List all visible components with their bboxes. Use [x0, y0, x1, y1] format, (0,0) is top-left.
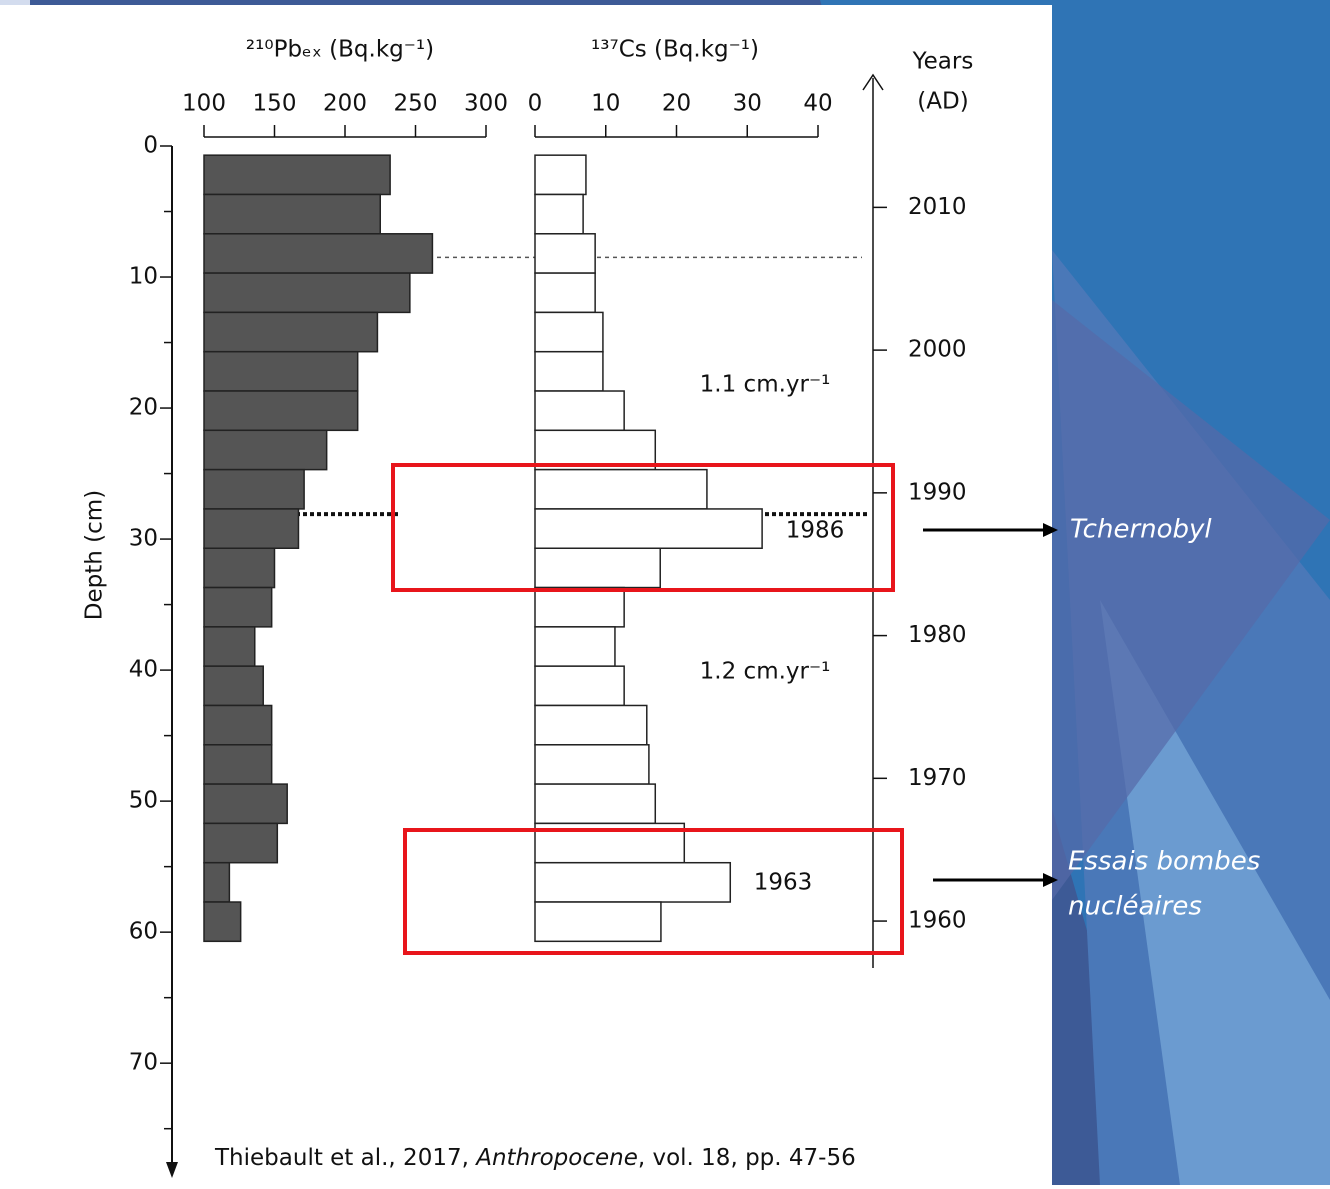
bar — [534, 861, 732, 903]
bar — [203, 861, 231, 903]
bar — [203, 744, 273, 785]
y2-tick-label: 1970 — [908, 765, 967, 791]
bar — [203, 468, 305, 510]
x-tick-label: 200 — [323, 91, 367, 117]
x-tick-label: 100 — [182, 91, 226, 117]
callout: Tchernobyl — [1070, 515, 1212, 545]
x-tick-label: 10 — [591, 91, 620, 117]
bar — [534, 154, 587, 196]
y2-tick-label: 1980 — [908, 622, 967, 648]
bar — [534, 468, 708, 510]
bar — [203, 586, 273, 628]
x-tick-label: 20 — [662, 91, 691, 117]
bar — [534, 272, 596, 314]
citation-part: Anthropocene — [474, 1145, 638, 1171]
bar — [203, 233, 434, 274]
highlights — [391, 463, 904, 955]
x-tick-label: 250 — [394, 91, 438, 117]
x-tick-label: 150 — [253, 91, 297, 117]
bar — [203, 783, 288, 825]
bar — [203, 901, 242, 943]
bar — [534, 704, 648, 746]
annotation: 1986 — [786, 518, 845, 544]
y-tick-label: 70 — [129, 1050, 158, 1076]
y2-axis-label: Years — [912, 49, 974, 75]
bar — [203, 429, 328, 471]
bar — [534, 311, 604, 353]
bar — [534, 626, 616, 667]
y2-tick-label: 2000 — [908, 337, 967, 363]
bar — [534, 586, 625, 628]
callout: nucléaires — [1068, 892, 1202, 922]
axis-arrow — [166, 1162, 178, 1178]
bar — [203, 665, 264, 707]
y-tick-label: 20 — [129, 395, 158, 421]
y2-tick-label: 1990 — [908, 479, 967, 505]
axis-arrow — [862, 73, 884, 91]
chart-panel — [0, 5, 1052, 1185]
bar — [534, 350, 604, 392]
annotation: 1.1 cm.yr⁻¹ — [700, 372, 831, 398]
arrow-head — [1043, 523, 1058, 537]
y2-tick-label: 1960 — [908, 908, 967, 934]
x-tick-label: 30 — [733, 91, 762, 117]
annotation: 1963 — [754, 870, 813, 896]
bar — [534, 744, 650, 785]
bar — [203, 272, 411, 314]
x-tick-label: 40 — [803, 91, 832, 117]
citation-part: , vol. 18, pp. 47-56 — [638, 1145, 856, 1171]
y2-axis-label: (AD) — [917, 89, 968, 115]
bar — [203, 508, 300, 549]
bar — [534, 547, 661, 589]
background-shape — [1052, 300, 1330, 900]
bar — [534, 390, 625, 432]
bar — [534, 783, 657, 825]
y-tick-label: 60 — [129, 919, 158, 945]
y-tick-label: 0 — [143, 133, 158, 159]
arrow-head — [1043, 873, 1058, 887]
bar — [534, 508, 763, 549]
bar — [203, 704, 273, 746]
y-axis-label: Depth (cm) — [82, 490, 108, 620]
chart: 0 10 20 30 40 50 60 70 Depth (cm) ²¹⁰Pbₑₓ (Bq.kg⁻… — [82, 37, 974, 1178]
y-tick-label: 50 — [129, 788, 158, 814]
y-tick-label: 30 — [129, 526, 158, 552]
callout: Essais bombes — [1068, 847, 1260, 877]
bar — [203, 311, 379, 353]
y-tick-label: 40 — [129, 657, 158, 683]
bar — [203, 350, 359, 392]
citation-part: Thiebault et al., 2017, — [214, 1145, 476, 1171]
highlight-box — [391, 463, 895, 592]
y2-tick-label: 2010 — [908, 194, 967, 220]
annotation: 1.2 cm.yr⁻¹ — [700, 659, 831, 685]
bar — [203, 626, 256, 667]
bar — [534, 901, 662, 943]
x-tick-label: 300 — [464, 91, 508, 117]
bar — [203, 154, 391, 196]
bar — [203, 390, 359, 432]
panel-title: ²¹⁰Pbₑₓ (Bq.kg⁻¹) — [246, 37, 434, 63]
panel-title: ¹³⁷Cs (Bq.kg⁻¹) — [591, 37, 759, 63]
bar — [203, 822, 279, 864]
citation: Thiebault et al., 2017, Anthropocene, vo… — [214, 1145, 856, 1171]
y-tick-label: 10 — [129, 264, 158, 290]
highlight-box — [403, 828, 904, 955]
x-tick-label: 0 — [528, 91, 543, 117]
bar — [534, 233, 596, 274]
bar — [203, 547, 276, 589]
bar — [534, 193, 584, 235]
bar — [534, 665, 625, 707]
bar — [203, 193, 381, 235]
